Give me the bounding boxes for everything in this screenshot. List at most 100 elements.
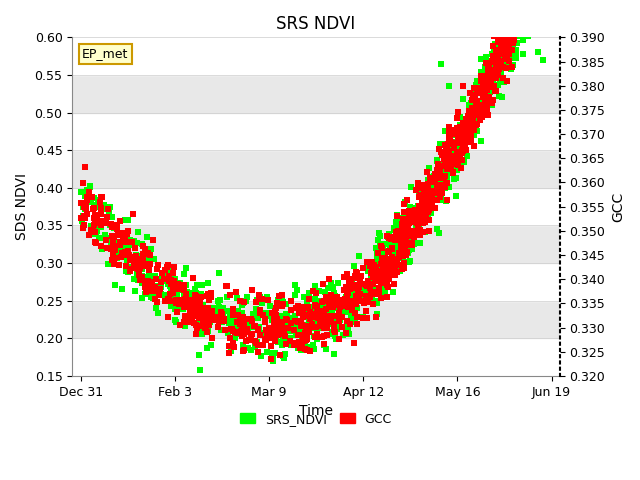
Point xyxy=(517,0,527,2)
Point xyxy=(485,66,495,73)
Point xyxy=(289,281,300,289)
Point xyxy=(302,299,312,306)
Point xyxy=(399,264,410,272)
Point xyxy=(201,324,211,331)
Point xyxy=(379,256,389,264)
Point xyxy=(301,329,312,336)
Point xyxy=(488,83,499,91)
Point xyxy=(376,286,387,293)
Point xyxy=(295,331,305,339)
Point xyxy=(387,267,397,275)
Point xyxy=(468,108,478,116)
Point xyxy=(308,288,318,295)
Point xyxy=(323,314,333,322)
Point xyxy=(354,282,364,289)
Point xyxy=(143,281,154,288)
Point xyxy=(346,312,356,320)
Point xyxy=(467,126,477,134)
Point xyxy=(411,186,421,194)
Point xyxy=(131,252,141,260)
Point xyxy=(319,314,330,322)
Point xyxy=(525,0,535,8)
Point xyxy=(388,269,398,277)
Point xyxy=(500,17,511,25)
Point xyxy=(194,351,204,359)
Point xyxy=(280,310,291,318)
Point xyxy=(458,145,468,153)
Point xyxy=(456,123,466,131)
Point xyxy=(161,291,172,299)
Point xyxy=(108,243,118,251)
Point xyxy=(372,277,383,285)
Point xyxy=(437,185,447,192)
Point xyxy=(492,71,502,79)
Point xyxy=(404,207,414,215)
Point xyxy=(470,106,480,113)
Point xyxy=(479,107,490,115)
Point xyxy=(383,274,393,282)
Point xyxy=(366,270,376,277)
Point xyxy=(492,64,502,72)
Point xyxy=(461,128,471,136)
Point xyxy=(468,124,478,132)
Point xyxy=(404,219,414,227)
Point xyxy=(370,297,380,305)
Point xyxy=(340,303,350,311)
Point xyxy=(507,18,517,25)
Point xyxy=(286,297,296,305)
Point xyxy=(424,174,435,181)
Point xyxy=(522,4,532,12)
Point xyxy=(171,318,181,326)
Point xyxy=(99,201,109,209)
Point xyxy=(368,273,378,281)
Point xyxy=(280,335,291,342)
Point xyxy=(478,100,488,108)
Point xyxy=(296,306,307,313)
Point xyxy=(457,124,467,132)
Point xyxy=(433,160,443,168)
Point xyxy=(403,222,413,230)
Point xyxy=(382,249,392,256)
Point xyxy=(243,320,253,328)
Point xyxy=(440,183,451,191)
Point xyxy=(507,16,517,24)
Point xyxy=(238,299,248,306)
Point xyxy=(163,313,173,321)
Point xyxy=(472,77,483,84)
Point xyxy=(330,324,340,331)
Point xyxy=(444,133,454,141)
Point xyxy=(131,264,141,272)
Point xyxy=(125,236,135,243)
Point xyxy=(202,292,212,300)
Point xyxy=(217,312,227,319)
Point xyxy=(518,8,528,16)
Point xyxy=(161,277,172,285)
Point xyxy=(475,117,485,124)
Point xyxy=(423,176,433,184)
Point xyxy=(226,347,236,355)
Point xyxy=(401,219,411,227)
Point xyxy=(262,296,273,304)
Point xyxy=(361,282,371,289)
Point xyxy=(316,316,326,324)
Point xyxy=(492,56,502,63)
Point xyxy=(193,324,204,332)
Point xyxy=(477,93,488,101)
Point xyxy=(98,217,108,225)
Point xyxy=(221,307,232,315)
Point xyxy=(257,295,268,303)
Point xyxy=(518,0,528,1)
Point xyxy=(413,220,424,228)
Point xyxy=(499,26,509,34)
Point xyxy=(192,320,202,327)
Point xyxy=(96,242,106,250)
Point xyxy=(396,243,406,251)
Point xyxy=(443,141,453,148)
Point xyxy=(78,213,88,220)
Point xyxy=(476,68,486,75)
Point xyxy=(492,53,502,61)
Point xyxy=(231,288,241,296)
Point xyxy=(390,237,400,244)
Point xyxy=(458,147,468,155)
Point xyxy=(412,219,422,227)
